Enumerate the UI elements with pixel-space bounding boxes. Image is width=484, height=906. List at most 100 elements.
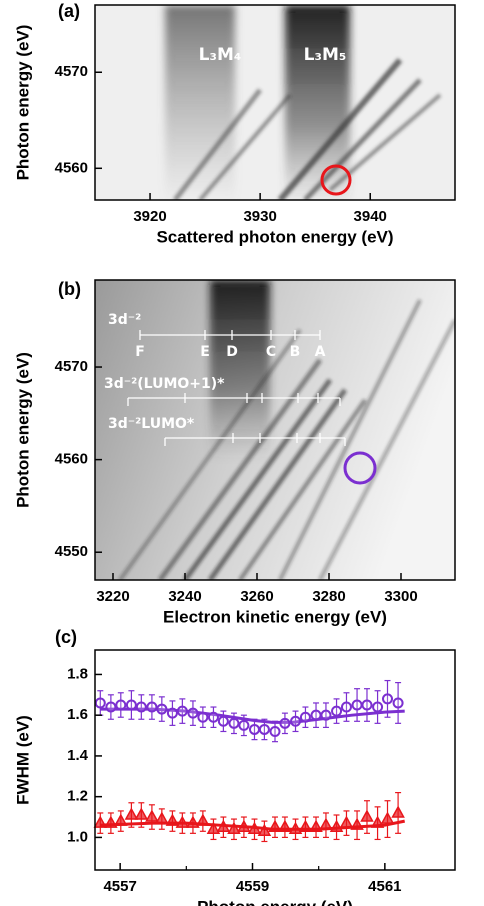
data-point xyxy=(206,821,221,835)
data-point xyxy=(380,811,395,824)
y-tick-label: 1.2 xyxy=(67,788,88,805)
data-point xyxy=(115,699,127,711)
data-point xyxy=(258,723,270,735)
data-point xyxy=(228,717,240,729)
data-point xyxy=(146,701,158,713)
data-point xyxy=(319,817,333,830)
data-point xyxy=(125,699,137,711)
data-point xyxy=(309,819,323,832)
data-point xyxy=(299,711,311,723)
data-point xyxy=(166,707,178,719)
annotation: 3d⁻² xyxy=(108,312,141,328)
data-point xyxy=(104,815,118,828)
plot-frame xyxy=(94,4,456,201)
data-point xyxy=(331,705,343,717)
data-point xyxy=(207,711,219,723)
x-tick-label: 3940 xyxy=(354,208,387,225)
data-point xyxy=(94,697,106,709)
peak-label: A xyxy=(315,344,326,360)
y-tick-label: 1.4 xyxy=(67,747,89,764)
y-axis-label: FWHM (eV) xyxy=(13,715,32,805)
annotation: L₃M₅ xyxy=(304,45,347,65)
x-tick-label: 3920 xyxy=(133,208,166,225)
data-point xyxy=(288,821,303,835)
panel-label: (c) xyxy=(55,627,77,647)
highlight-circle xyxy=(320,164,352,196)
data-point xyxy=(391,805,405,818)
data-point xyxy=(268,819,282,832)
data-point xyxy=(93,815,108,828)
data-point xyxy=(351,699,363,711)
y-axis-label: Photon energy (eV) xyxy=(13,352,32,508)
data-point xyxy=(124,807,139,820)
peak-label: F xyxy=(135,344,145,360)
highlight-circle xyxy=(343,451,377,485)
peak-label: C xyxy=(266,344,276,360)
annotation: 3d⁻²LUMO* xyxy=(108,416,195,432)
data-point xyxy=(145,809,159,822)
data-point xyxy=(105,701,117,713)
data-point xyxy=(186,815,200,828)
y-tick-label: 1.0 xyxy=(67,828,88,845)
plot-frame xyxy=(94,279,456,581)
panel-label: (b) xyxy=(58,279,81,299)
data-point xyxy=(227,821,241,835)
data-point xyxy=(320,709,332,721)
data-point xyxy=(114,813,128,826)
data-point xyxy=(298,819,313,832)
data-point xyxy=(217,715,229,727)
y-tick-label: 4550 xyxy=(55,543,88,560)
annotation: L₃M₄ xyxy=(199,45,242,65)
x-tick-label: 3240 xyxy=(168,588,201,605)
data-point xyxy=(247,821,262,835)
y-tick-label: 4570 xyxy=(55,63,88,80)
y-tick-label: 4570 xyxy=(55,358,88,375)
spectral-map-a: L₃M₄ L₃M₅ xyxy=(95,5,455,200)
data-point xyxy=(248,723,260,735)
data-point xyxy=(329,819,344,832)
data-point xyxy=(238,719,250,731)
x-axis-label: Scattered photon energy (eV) xyxy=(156,227,393,246)
data-point xyxy=(278,819,292,832)
y-axis-label: Photon energy (eV) xyxy=(13,25,32,181)
x-tick-label: 3280 xyxy=(312,588,345,605)
data-point xyxy=(290,715,302,727)
x-tick-label: 3930 xyxy=(243,208,276,225)
y-tick-label: 4560 xyxy=(55,159,88,176)
data-point xyxy=(257,823,272,837)
y-tick-label: 4560 xyxy=(55,451,88,468)
data-point xyxy=(370,815,385,828)
data-point xyxy=(340,701,352,713)
data-point xyxy=(134,807,149,820)
peak-label: D xyxy=(226,344,238,360)
spectral-map-b: 3d⁻² 3d⁻²(LUMO+1)* 3d⁻²LUMO* F E D C B A xyxy=(95,280,455,580)
data-point xyxy=(165,813,180,826)
y-tick-label: 1.6 xyxy=(67,706,88,723)
data-point xyxy=(156,703,168,715)
x-tick-label: 4561 xyxy=(368,878,401,895)
data-point xyxy=(392,697,404,709)
x-tick-label: 4557 xyxy=(103,878,136,895)
data-point xyxy=(279,717,291,729)
panel-label: (a) xyxy=(58,1,80,21)
data-point xyxy=(197,711,209,723)
data-point xyxy=(135,701,147,713)
data-point xyxy=(187,707,199,719)
peak-label: B xyxy=(290,344,301,360)
peak-label: E xyxy=(200,344,210,360)
data-point xyxy=(196,813,210,826)
data-point xyxy=(360,809,374,822)
data-point xyxy=(176,705,188,717)
data-point xyxy=(269,725,281,737)
data-point xyxy=(350,817,364,830)
data-point xyxy=(382,693,393,705)
x-tick-label: 3220 xyxy=(96,588,129,605)
x-tick-label: 3260 xyxy=(240,588,273,605)
x-axis-label: Photon energy (eV) xyxy=(197,897,353,906)
x-tick-label: 3300 xyxy=(384,588,417,605)
annotation: 3d⁻²(LUMO+1)* xyxy=(104,376,225,392)
data-point xyxy=(361,699,373,711)
data-point xyxy=(237,819,251,832)
data-point xyxy=(372,701,384,713)
